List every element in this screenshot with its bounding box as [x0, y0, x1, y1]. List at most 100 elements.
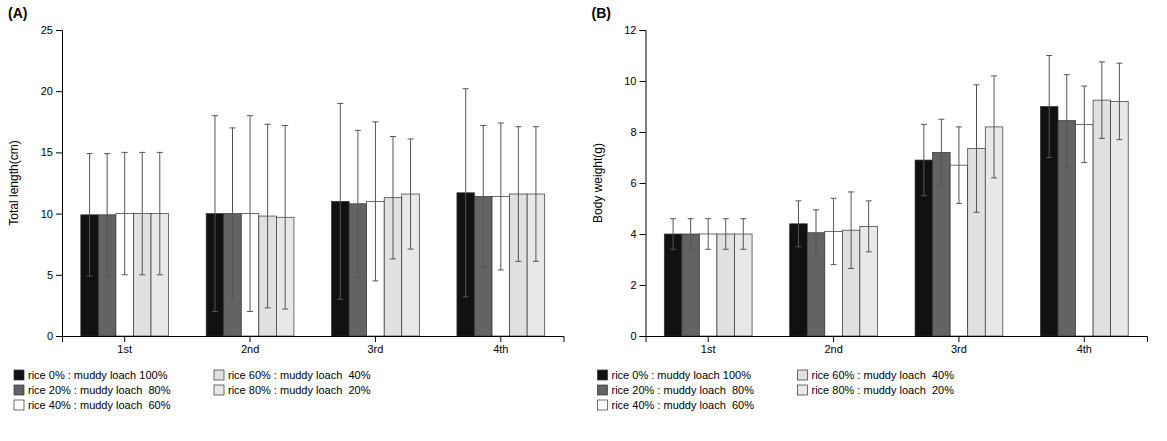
error-cap: [122, 152, 128, 153]
error-cap: [956, 203, 962, 204]
tick-mark: [375, 336, 376, 342]
tick: 8: [630, 126, 645, 138]
tick: 0: [47, 330, 62, 342]
error-bar: [247, 116, 253, 312]
error-cap: [740, 249, 746, 250]
error-cap: [938, 185, 944, 186]
x-axis: 1st2nd3rd4th: [63, 336, 565, 355]
tick: 25: [41, 24, 62, 36]
error-cap: [372, 280, 378, 281]
error-cap: [991, 75, 997, 76]
axis-title: Body weight(g): [591, 143, 605, 223]
error-line: [923, 124, 924, 195]
tick-label: 8: [630, 126, 636, 138]
bar: [735, 234, 753, 336]
error-line: [725, 219, 726, 250]
axis-title: Total length(cm): [7, 140, 21, 225]
error-line: [994, 76, 995, 178]
legend-label: rice 60% : muddy loach 40%: [812, 369, 955, 381]
error-bar: [372, 122, 378, 281]
error-bar: [991, 76, 997, 178]
error-cap: [498, 269, 504, 270]
error-cap: [740, 218, 746, 219]
error-line: [340, 103, 341, 299]
tick-mark: [640, 183, 646, 184]
error-line: [285, 125, 286, 309]
error-cap: [247, 115, 253, 116]
error-bar: [337, 103, 343, 299]
tick-mark: [640, 132, 646, 133]
error-line: [673, 219, 674, 250]
series: [133, 124, 527, 336]
tick-mark: [640, 285, 646, 286]
error-bar: [795, 201, 801, 247]
error-cap: [938, 119, 944, 120]
error-cap: [87, 276, 93, 277]
tick: 4th: [1077, 336, 1092, 355]
error-cap: [848, 268, 854, 269]
plot-area: [81, 89, 545, 336]
error-line: [868, 201, 869, 252]
error-cap: [831, 264, 837, 265]
error-line: [833, 198, 834, 264]
error-cap: [866, 200, 872, 201]
plot-area: [664, 56, 1128, 337]
error-cap: [498, 123, 504, 124]
error-line: [690, 219, 691, 250]
error-line: [708, 219, 709, 250]
error-cap: [212, 115, 218, 116]
error-cap: [973, 84, 979, 85]
error-bar: [533, 127, 539, 262]
series: [81, 89, 475, 336]
error-line: [483, 125, 484, 267]
error-line: [1101, 62, 1102, 139]
error-cap: [723, 218, 729, 219]
error-cap: [795, 246, 801, 247]
legend-item: rice 20% : muddy loach 80%: [598, 384, 755, 396]
tick: 15: [41, 146, 62, 158]
error-cap: [139, 274, 145, 275]
tick-label: 1st: [701, 343, 716, 355]
panel: 05101520251st2nd3rd4th(A)Total length(cm…: [7, 5, 564, 411]
error-bar: [938, 119, 944, 185]
tick: 3rd: [951, 336, 967, 355]
legend-item: rice 60% : muddy loach 40%: [798, 369, 955, 381]
error-bar: [848, 192, 854, 268]
x-axis: 1st2nd3rd4th: [646, 336, 1148, 355]
error-bar: [813, 210, 819, 256]
legend-label: rice 40% : muddy loach 60%: [612, 399, 755, 411]
error-cap: [688, 249, 694, 250]
bar: [664, 234, 682, 336]
error-cap: [337, 299, 343, 300]
error-cap: [813, 209, 819, 210]
error-line: [535, 127, 536, 262]
error-cap: [723, 249, 729, 250]
panel: 0246810121st2nd3rd4th(B)Body weight(g)ri…: [591, 5, 1148, 411]
error-line: [941, 119, 942, 185]
tick-mark: [56, 214, 62, 215]
error-cap: [480, 267, 486, 268]
tick-label: 20: [41, 85, 53, 97]
tick-label: 25: [41, 24, 53, 36]
error-cap: [1116, 139, 1122, 140]
tick-label: 4th: [493, 343, 508, 355]
tick-mark: [640, 30, 646, 31]
error-cap: [705, 218, 711, 219]
error-cap: [1099, 138, 1105, 139]
tick: 10: [624, 75, 645, 87]
series: [116, 116, 510, 336]
tick-mark: [56, 336, 62, 337]
error-cap: [795, 200, 801, 201]
error-bar: [515, 127, 521, 262]
legend-label: rice 80% : muddy loach 20%: [812, 384, 955, 396]
legend: rice 0% : muddy loach 100%rice 20% : mud…: [14, 369, 371, 411]
error-cap: [337, 103, 343, 104]
title: (B): [592, 5, 611, 21]
tick: 12: [624, 24, 645, 36]
axis-line: [646, 337, 1148, 343]
error-cap: [265, 124, 271, 125]
error-line: [375, 122, 376, 281]
axis-line: [56, 31, 63, 337]
error-bar: [265, 124, 271, 308]
error-cap: [1116, 63, 1122, 64]
